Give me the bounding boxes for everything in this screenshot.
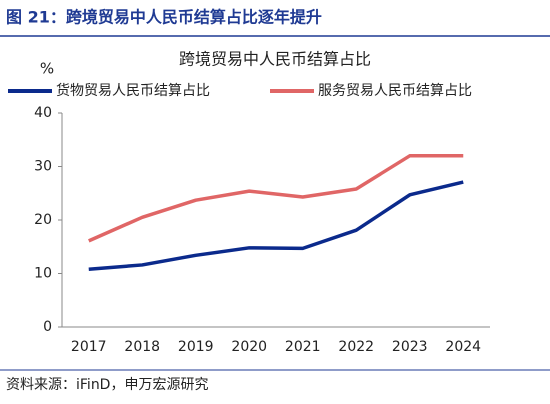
x-tick-label: 2020	[231, 339, 267, 355]
x-tick-label: 2024	[445, 339, 481, 355]
x-tick-label: 2021	[285, 339, 321, 355]
source: 资料来源：iFinD，申万宏源研究	[6, 377, 208, 393]
x-tick-label: 2023	[392, 339, 428, 355]
y-tick-label: 10	[34, 266, 52, 282]
x-tick-label: 2022	[338, 339, 374, 355]
header-title: 图 21：跨境贸易中人民币结算占比逐年提升	[6, 8, 322, 27]
y-axis-label: %	[40, 60, 54, 78]
y-tick-label: 0	[43, 319, 52, 335]
legend-label: 货物贸易人民币结算占比	[56, 82, 210, 99]
chart-title: 跨境贸易中人民币结算占比	[179, 50, 371, 69]
y-tick-label: 30	[34, 159, 52, 175]
legend-label: 服务贸易人民币结算占比	[318, 83, 472, 99]
x-tick-label: 2017	[71, 339, 107, 355]
y-tick-label: 40	[34, 105, 52, 121]
x-tick-label: 2019	[178, 339, 214, 355]
series-line	[88, 154, 464, 243]
y-tick-label: 20	[34, 212, 52, 228]
x-tick-label: 2018	[124, 339, 160, 355]
series-line	[88, 180, 464, 271]
